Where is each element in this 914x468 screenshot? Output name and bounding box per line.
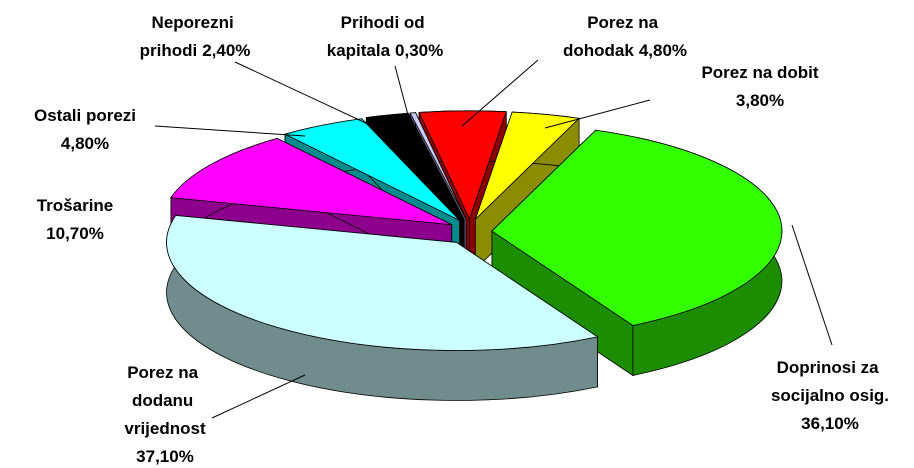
label-category: Porez na dohodak xyxy=(563,13,663,60)
label-category: Doprinosi za socijalno osig. xyxy=(771,358,889,405)
labels: Porez na dohodak 4,80%Porez na dobit3,80%… xyxy=(34,13,889,466)
label-value: 10,70% xyxy=(46,224,104,243)
slice xyxy=(170,137,452,226)
label-value: 36,10% xyxy=(801,414,859,433)
slice xyxy=(409,112,467,220)
leader-line xyxy=(461,59,539,127)
label-category: Prihodi od kapitala xyxy=(327,13,430,60)
label-value: 4,80% xyxy=(639,41,687,60)
leader-line xyxy=(394,65,413,131)
label-category: Neporezni prihodi xyxy=(140,13,239,60)
leader-line xyxy=(211,374,306,419)
label-value: 3,80% xyxy=(736,91,784,110)
slice xyxy=(491,129,783,326)
leader-line xyxy=(791,224,833,346)
leader-line xyxy=(544,99,651,129)
slice xyxy=(166,215,599,351)
leader-lines xyxy=(154,59,833,419)
slice xyxy=(474,111,580,220)
label-category: Trošarine xyxy=(37,196,114,215)
slice xyxy=(365,112,465,220)
label-value: 37,10% xyxy=(136,447,194,466)
label-value: 0,30% xyxy=(395,41,443,60)
slice xyxy=(283,118,460,221)
label-category: Porez na dodanu vrijednost xyxy=(124,363,206,438)
leader-line xyxy=(154,125,306,137)
leader-line xyxy=(234,61,386,133)
label-category: Ostali porezi xyxy=(34,106,136,125)
label-value: 2,40% xyxy=(202,41,250,60)
label-category: Porez na dobit xyxy=(701,63,818,82)
label-value: 4,80% xyxy=(61,134,109,153)
slice xyxy=(418,110,507,220)
pie xyxy=(166,110,783,401)
